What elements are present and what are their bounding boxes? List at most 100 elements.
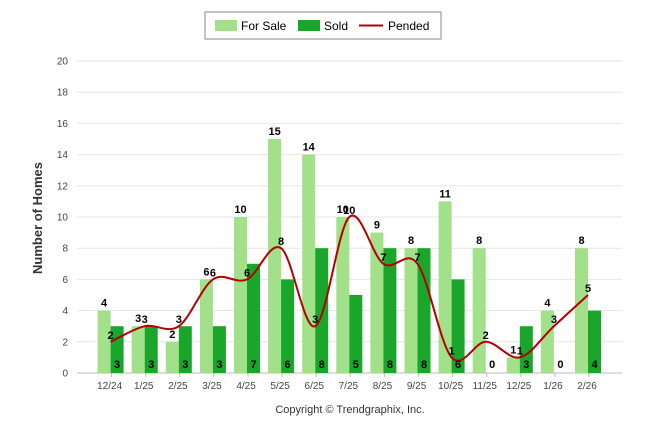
data-label-for-sale: 10 — [337, 204, 349, 216]
y-tick-label: 16 — [57, 119, 69, 130]
data-label-pended: 10 — [343, 205, 355, 217]
bar-sold — [144, 326, 158, 373]
bar-sold — [349, 295, 363, 373]
bar-for-sale — [370, 232, 384, 373]
data-label-sold: 3 — [114, 359, 120, 371]
data-label-for-sale: 15 — [268, 126, 280, 138]
bar-sold — [178, 326, 192, 373]
x-tick-label: 10/25 — [438, 381, 463, 392]
legend: For Sale Sold Pended — [204, 11, 442, 40]
data-label-sold: 7 — [250, 359, 256, 371]
data-label-sold: 4 — [591, 359, 598, 371]
data-label-pended: 2 — [483, 330, 489, 342]
x-tick-label: 9/25 — [407, 381, 427, 392]
data-label-for-sale: 8 — [476, 235, 482, 247]
y-tick-label: 12 — [57, 181, 69, 192]
data-label-sold: 3 — [523, 359, 529, 371]
x-tick-label: 5/25 — [270, 381, 290, 392]
data-label-pended: 3 — [551, 314, 557, 326]
x-tick-label: 6/25 — [305, 381, 325, 392]
bar-for-sale — [404, 248, 418, 373]
y-axis-title: Number of Homes — [30, 162, 45, 274]
data-label-pended: 2 — [108, 330, 114, 342]
x-tick-label: 2/25 — [168, 381, 188, 392]
data-label-pended: 6 — [244, 267, 250, 279]
bar-for-sale — [472, 248, 486, 373]
x-tick-label: 12/25 — [506, 381, 531, 392]
data-label-pended: 6 — [210, 267, 216, 279]
x-tick-label: 3/25 — [202, 381, 222, 392]
bar-sold — [451, 279, 465, 373]
bar-sold — [315, 248, 329, 373]
y-tick-label: 14 — [57, 150, 69, 161]
y-tick-label: 6 — [62, 275, 68, 286]
y-tick-label: 10 — [57, 213, 69, 224]
x-tick-label: 7/25 — [339, 381, 359, 392]
y-tick-label: 18 — [57, 88, 69, 99]
bar-sold — [110, 326, 124, 373]
data-label-for-sale: 4 — [101, 298, 108, 310]
x-tick-label: 12/24 — [97, 381, 122, 392]
data-labels: 4323332336361076156814831051098788711618… — [101, 126, 598, 371]
pended-line — [110, 214, 589, 362]
y-tick-label: 8 — [62, 244, 68, 255]
bars — [97, 139, 601, 373]
bar-for-sale — [575, 248, 588, 373]
x-tick-label: 4/25 — [236, 381, 256, 392]
data-label-sold: 6 — [285, 359, 291, 371]
data-label-sold: 0 — [557, 359, 563, 371]
bar-for-sale — [97, 310, 111, 373]
data-label-sold: 5 — [353, 359, 359, 371]
bar-sold — [383, 248, 397, 373]
data-label-for-sale: 1 — [510, 344, 516, 356]
y-tick-label: 0 — [62, 369, 68, 380]
data-label-for-sale: 6 — [203, 266, 209, 278]
y-axis-ticks: 0 2 4 6 8 10 12 14 16 18 20 — [57, 57, 69, 380]
data-label-for-sale: 2 — [169, 329, 175, 341]
data-label-for-sale: 4 — [544, 298, 551, 310]
x-tick-label: 1/26 — [543, 381, 563, 392]
bar-for-sale — [336, 217, 350, 373]
bar-for-sale — [540, 310, 554, 373]
data-label-for-sale: 10 — [234, 204, 246, 216]
data-label-pended: 5 — [585, 283, 591, 295]
legend-swatch-sold — [298, 20, 320, 31]
pended-series-line — [110, 214, 589, 362]
data-label-pended: 1 — [517, 345, 523, 357]
bar-sold — [417, 248, 431, 373]
x-tick-label: 1/25 — [134, 381, 154, 392]
data-label-pended: 3 — [176, 314, 182, 326]
legend-box — [204, 11, 442, 40]
data-label-sold: 8 — [387, 359, 393, 371]
legend-swatch-for-sale — [215, 20, 237, 31]
legend-label-pended: Pended — [388, 19, 429, 33]
data-label-sold: 8 — [421, 359, 427, 371]
data-label-for-sale: 8 — [578, 235, 584, 247]
bar-for-sale — [199, 279, 213, 373]
data-label-for-sale: 3 — [135, 313, 141, 325]
bar-sold — [519, 326, 533, 373]
y-tick-label: 4 — [62, 306, 68, 317]
data-label-for-sale: 8 — [408, 235, 414, 247]
bar-for-sale — [165, 341, 179, 373]
data-label-pended: 7 — [380, 252, 386, 264]
data-label-pended: 7 — [414, 252, 420, 264]
data-label-sold: 3 — [216, 359, 222, 371]
data-label-sold: 8 — [319, 359, 325, 371]
x-tick-label: 2/26 — [577, 381, 597, 392]
y-tick-label: 2 — [62, 337, 68, 348]
data-label-sold: 3 — [148, 359, 154, 371]
data-label-sold: 0 — [489, 359, 495, 371]
copyright-text: Copyright © Trendgraphix, Inc. — [275, 404, 424, 416]
data-label-pended: 3 — [142, 314, 148, 326]
data-label-sold: 3 — [182, 359, 188, 371]
legend-label-for-sale: For Sale — [241, 19, 287, 33]
x-axis-ticks: 12/24 1/25 2/25 3/25 4/25 5/25 6/25 7/25 8/25 9/2… — [97, 373, 597, 392]
bar-for-sale — [131, 326, 145, 373]
y-tick-label: 20 — [57, 57, 69, 68]
bar-for-sale — [302, 154, 316, 373]
data-label-pended: 3 — [312, 314, 318, 326]
bar-for-sale — [438, 201, 452, 373]
data-label-pended: 8 — [278, 236, 284, 248]
